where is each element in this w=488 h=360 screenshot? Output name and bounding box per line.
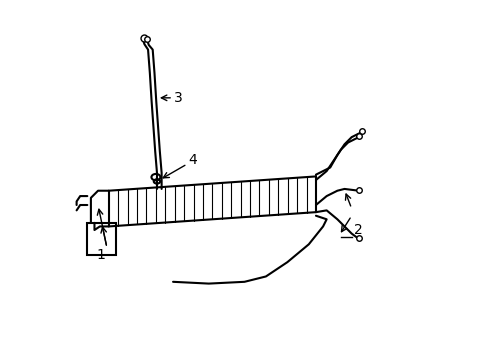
Text: 1: 1 [96,248,105,262]
Text: 2: 2 [354,223,363,237]
Bar [87,223,116,255]
Text: 3: 3 [174,91,183,105]
Text: 4: 4 [188,153,197,167]
